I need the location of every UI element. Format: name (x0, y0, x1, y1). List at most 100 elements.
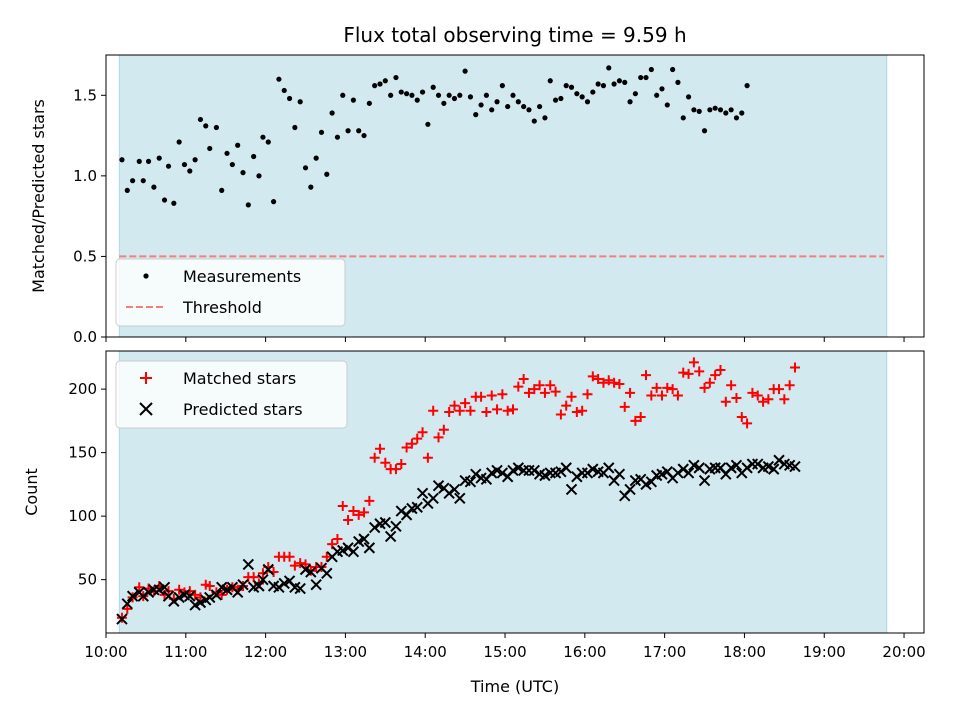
matched-star-point (539, 387, 550, 398)
y-tick-label: 50 (78, 571, 97, 589)
predicted-star-point (342, 542, 354, 554)
matched-star-point (779, 394, 790, 405)
measurement-point (224, 150, 230, 156)
matched-star-point (609, 377, 620, 388)
predicted-star-point (528, 464, 540, 477)
measurement-point (691, 107, 697, 113)
matched-star-point (603, 375, 614, 386)
legend: Matched stars Predicted stars (115, 360, 348, 429)
predicted-star-point (565, 483, 578, 496)
measurement-point (240, 170, 246, 176)
predicted-star-point (454, 492, 466, 505)
measurement-point (643, 74, 649, 81)
matched-star-point (561, 400, 572, 411)
measurement-point (627, 99, 633, 105)
measurement-point (664, 102, 670, 108)
measurement-point (176, 139, 182, 145)
matched-star-point (348, 506, 359, 517)
measurement-point (579, 94, 585, 100)
x-tick-label: 19:00 (803, 643, 846, 661)
matched-star-point (641, 370, 652, 381)
measurement-point (451, 95, 458, 102)
measurement-point (739, 110, 745, 116)
x-tick-label: 11:00 (164, 643, 207, 661)
matched-star-point (390, 464, 401, 475)
predicted-star-point (555, 465, 567, 478)
matched-star-point (476, 391, 487, 402)
measurement-point (685, 94, 692, 100)
x-axis-label: Time (UTC) (470, 677, 559, 696)
measurement-point (435, 92, 442, 98)
measurement-point (515, 99, 521, 105)
matched-star-point (667, 384, 678, 395)
predicted-star-point (773, 454, 785, 466)
matched-star-point (726, 380, 737, 391)
predicted-star-point (464, 476, 477, 488)
predicted-star-point (767, 463, 780, 475)
measurement-point (441, 100, 447, 106)
measurement-point (595, 81, 601, 87)
matched-star-point (321, 551, 332, 562)
matched-star-point (784, 380, 795, 391)
axes-frame (105, 54, 925, 338)
x-tick-label: 13:00 (324, 643, 367, 661)
y-axis-label: Matched/Predicted stars (29, 99, 48, 293)
matched-star-point (566, 391, 577, 402)
legend-matched-swatch (140, 372, 152, 384)
measurement-point (728, 107, 734, 113)
matched-star-point (720, 396, 731, 407)
matched-star-point (593, 373, 604, 384)
measurement-point (372, 83, 378, 89)
predicted-star-point (305, 566, 317, 578)
predicted-star-point (294, 582, 306, 595)
matched-star-point (635, 412, 646, 423)
predicted-star-point (752, 458, 764, 470)
y-tick-label: 200 (68, 380, 97, 398)
legend-box (115, 258, 346, 327)
matched-star-point (134, 582, 145, 593)
matched-star-point (534, 380, 545, 391)
matched-star-point (683, 368, 694, 379)
matched-star-point (122, 603, 133, 614)
matched-star-point (758, 396, 769, 407)
measurement-point (350, 97, 356, 103)
matched-star-point (337, 500, 348, 511)
measurement-point (717, 107, 724, 113)
measurement-point (552, 97, 559, 103)
matched-star-point (715, 365, 726, 376)
measurement-point (213, 124, 219, 131)
matched-star-point (545, 380, 556, 391)
measurement-point (632, 91, 638, 97)
matched-star-point (184, 586, 195, 597)
matched-star-point (529, 384, 540, 395)
measurement-point (388, 92, 394, 98)
measurement-point (457, 92, 463, 98)
predicted-star-point (470, 468, 482, 480)
matched-star-point (396, 459, 407, 470)
matched-star-point (774, 384, 785, 395)
predicted-star-point (677, 463, 689, 475)
measurement-point (654, 92, 660, 98)
y-tick-label: 100 (68, 507, 97, 525)
measurement-point (340, 92, 346, 98)
matched-star-point (433, 432, 444, 443)
measurement-point (382, 78, 388, 84)
x-tick-label: 10:00 (84, 643, 127, 661)
predicted-star-point (613, 468, 626, 480)
matched-star-point (508, 404, 519, 415)
predicted-star-point (210, 589, 223, 601)
measurement-point (345, 128, 351, 134)
y-tick-label: 150 (68, 444, 97, 462)
measurement-point (308, 184, 314, 190)
top-panel: 0.0 0.5 1.0 1.5 Matched/Predicted stars Flux … (29, 23, 925, 346)
predicted-star-point (672, 467, 684, 479)
measurement-point (281, 87, 287, 94)
measurement-point (334, 134, 341, 140)
matched-star-point (248, 572, 259, 583)
measurement-point (276, 76, 282, 82)
measurement-point (361, 132, 367, 139)
predicted-star-point (789, 460, 801, 473)
matched-star-point (465, 405, 476, 416)
matched-star-point (550, 386, 561, 397)
measurement-point (124, 187, 130, 193)
